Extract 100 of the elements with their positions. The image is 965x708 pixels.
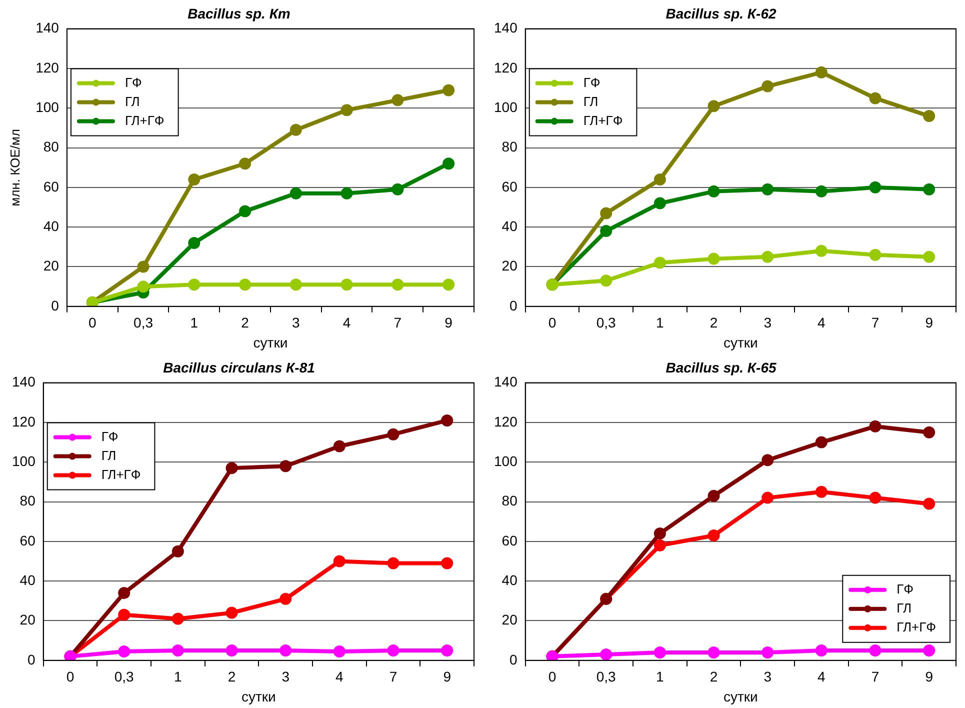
y-tick-label: 40 bbox=[20, 572, 36, 588]
x-tick-label: 1 bbox=[174, 668, 182, 685]
y-tick-label: 80 bbox=[502, 492, 518, 509]
point bbox=[392, 183, 404, 196]
point bbox=[340, 278, 353, 291]
y-tick-label: 140 bbox=[36, 20, 60, 36]
y-tick-label: 120 bbox=[494, 59, 518, 76]
point bbox=[600, 207, 612, 220]
point bbox=[923, 498, 936, 510]
legend-label: ГЛ+ГФ bbox=[124, 112, 164, 128]
x-axis-title: сутки bbox=[242, 688, 276, 704]
chart-title: Bacillus circulans К-81 bbox=[163, 359, 316, 376]
point bbox=[392, 278, 404, 291]
point bbox=[654, 539, 666, 552]
point bbox=[226, 606, 238, 619]
point bbox=[137, 260, 150, 273]
legend-label: ГЛ+ГФ bbox=[583, 112, 623, 128]
y-tick-label: 120 bbox=[12, 413, 36, 430]
legend-label: ГФ bbox=[101, 428, 118, 444]
point bbox=[441, 557, 454, 570]
x-tick-label: 4 bbox=[342, 314, 351, 331]
y-tick-label: 40 bbox=[502, 572, 518, 588]
point bbox=[441, 414, 454, 426]
point bbox=[442, 278, 455, 291]
point bbox=[600, 648, 612, 660]
x-tick-label: 2 bbox=[241, 314, 250, 331]
point bbox=[869, 92, 882, 104]
legend-label: ГФ bbox=[124, 74, 142, 90]
legend-label: ГЛ+ГФ bbox=[896, 619, 936, 634]
point bbox=[118, 645, 130, 658]
y-tick-label: 120 bbox=[36, 59, 60, 76]
x-tick-label: 4 bbox=[818, 314, 826, 331]
x-tick-label: 0,3 bbox=[114, 668, 134, 685]
point bbox=[290, 278, 302, 291]
point bbox=[442, 84, 455, 96]
point bbox=[600, 225, 612, 238]
x-tick-label: 1 bbox=[656, 314, 664, 331]
point bbox=[869, 644, 882, 656]
point bbox=[762, 492, 774, 504]
point bbox=[654, 197, 666, 210]
point bbox=[869, 181, 882, 194]
legend-label: ГЛ bbox=[101, 448, 116, 463]
legend-label: ГФ bbox=[583, 74, 600, 90]
point bbox=[226, 462, 238, 474]
point bbox=[172, 644, 184, 656]
y-tick-label: 100 bbox=[494, 452, 518, 469]
x-tick-label: 9 bbox=[925, 668, 934, 685]
point bbox=[442, 158, 455, 170]
point bbox=[239, 278, 252, 291]
x-tick-label: 3 bbox=[282, 668, 290, 685]
point bbox=[654, 256, 666, 269]
point bbox=[815, 436, 828, 448]
x-tick-label: 9 bbox=[443, 668, 452, 685]
point bbox=[333, 555, 346, 568]
point bbox=[280, 592, 292, 605]
point bbox=[118, 608, 130, 621]
x-tick-label: 0,3 bbox=[596, 314, 616, 331]
y-tick-label: 60 bbox=[20, 532, 36, 548]
x-tick-label: 0 bbox=[548, 668, 556, 685]
y-tick-label: 100 bbox=[36, 98, 60, 115]
x-tick-label: 0 bbox=[66, 668, 74, 685]
point bbox=[600, 274, 612, 287]
point bbox=[762, 183, 774, 196]
legend-label: ГФ bbox=[896, 581, 914, 596]
y-tick-label: 20 bbox=[20, 612, 36, 628]
x-tick-label: 4 bbox=[818, 668, 826, 685]
chart-title: Bacillus sp. Кт bbox=[188, 5, 290, 22]
y-tick-label: 0 bbox=[51, 297, 60, 314]
y-tick-label: 40 bbox=[43, 218, 60, 234]
x-tick-label: 7 bbox=[389, 668, 398, 685]
point bbox=[815, 244, 828, 257]
legend-label: ГЛ bbox=[124, 94, 140, 109]
point bbox=[923, 426, 936, 438]
point bbox=[392, 94, 404, 106]
point bbox=[923, 110, 936, 122]
point bbox=[869, 248, 882, 261]
point bbox=[118, 586, 130, 599]
x-tick-label: 4 bbox=[336, 668, 344, 685]
x-tick-label: 2 bbox=[228, 668, 236, 685]
legend-label: ГЛ bbox=[583, 94, 598, 109]
point bbox=[923, 183, 936, 196]
x-tick-label: 9 bbox=[925, 314, 934, 331]
point bbox=[172, 545, 184, 558]
x-tick-label: 0,3 bbox=[596, 668, 616, 685]
point bbox=[172, 612, 184, 625]
y-tick-label: 20 bbox=[502, 258, 518, 274]
y-tick-label: 80 bbox=[20, 492, 36, 509]
x-axis-title: сутки bbox=[253, 334, 288, 350]
point bbox=[654, 646, 666, 658]
point bbox=[762, 454, 774, 466]
point bbox=[815, 66, 828, 78]
y-tick-label: 20 bbox=[43, 258, 60, 274]
point bbox=[188, 173, 200, 186]
legend-label: ГЛ bbox=[896, 600, 912, 616]
y-tick-label: 140 bbox=[494, 20, 518, 36]
point bbox=[387, 428, 400, 440]
point bbox=[290, 187, 302, 200]
x-tick-label: 1 bbox=[656, 668, 664, 685]
point bbox=[815, 486, 828, 498]
y-tick-label: 0 bbox=[510, 651, 518, 668]
